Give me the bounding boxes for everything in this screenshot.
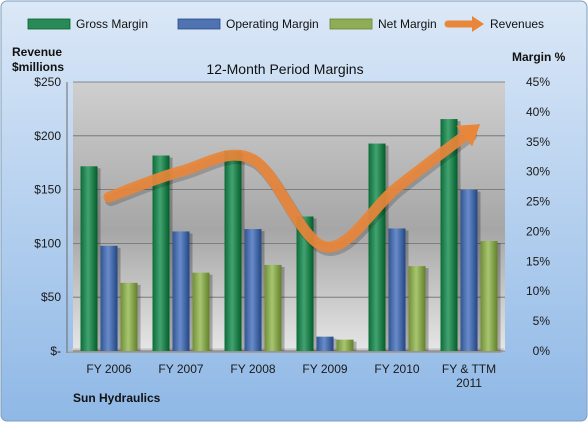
category-label: FY 2009 [302, 362, 347, 376]
left-axis-title-line2: $millions [12, 60, 64, 74]
legend-label: Net Margin [378, 17, 437, 31]
bar-operating-margin [172, 231, 190, 351]
right-axis-title: Margin % [512, 50, 566, 64]
right-tick-label: 25% [526, 195, 550, 209]
legend-label: Gross Margin [76, 17, 148, 31]
legend-label: Operating Margin [226, 17, 319, 31]
bar-net-margin [120, 282, 138, 351]
plot-area [73, 82, 505, 351]
legend-swatch [177, 18, 221, 30]
category-label: FY 2008 [230, 362, 275, 376]
revenue-point [181, 171, 182, 172]
left-axis-title: Revenue [12, 45, 62, 59]
legend-swatch [329, 18, 373, 30]
right-tick-label: 10% [526, 284, 550, 298]
revenue-point [397, 187, 398, 188]
right-tick-label: 5% [533, 314, 551, 328]
bar-operating-margin [388, 228, 406, 351]
revenue-point [325, 246, 326, 247]
bar-net-margin [264, 264, 282, 351]
bar-net-margin [336, 339, 354, 351]
left-tick-label: $- [50, 344, 61, 358]
right-tick-label: 40% [526, 105, 550, 119]
revenue-arrowhead [456, 124, 481, 147]
category-label: FY 2006 [86, 362, 131, 376]
left-tick-label: $50 [41, 290, 61, 304]
category-label: FY & TTM [442, 362, 496, 376]
bar-gross-margin [296, 216, 314, 351]
revenue-point [469, 132, 470, 133]
bar-operating-margin [244, 229, 262, 351]
chart-title: 12-Month Period Margins [206, 61, 363, 77]
company-name: Sun Hydraulics [73, 391, 161, 405]
revenue-point [253, 159, 254, 160]
category-label: FY 2007 [158, 362, 203, 376]
bar-gross-margin [368, 143, 386, 351]
left-tick-label: $200 [34, 129, 61, 143]
right-tick-label: 20% [526, 224, 550, 238]
bar-operating-margin [316, 336, 334, 351]
legend: Gross Margin Operating Margin Net Margin Re… [27, 16, 544, 32]
bar-operating-margin [460, 189, 478, 351]
bar-gross-margin [152, 155, 170, 351]
bar-gross-margin [224, 150, 242, 351]
bar-gross-margin [440, 119, 458, 351]
legend-swatch [27, 18, 71, 30]
legend-label: Revenues [490, 17, 544, 31]
right-tick-label: 30% [526, 165, 550, 179]
bar-net-margin [480, 241, 498, 351]
bar-gross-margin [80, 166, 98, 351]
category-label: 2011 [456, 376, 482, 390]
right-tick-label: 0% [533, 344, 551, 358]
revenue-line [103, 127, 475, 253]
bar-net-margin [192, 272, 210, 351]
right-tick-label: 35% [526, 135, 550, 149]
left-tick-label: $150 [34, 183, 61, 197]
left-tick-label: $100 [34, 236, 61, 250]
bar-net-margin [408, 266, 426, 351]
bar-operating-margin [100, 245, 118, 351]
revenue-point [109, 197, 110, 198]
left-tick-label: $250 [34, 75, 61, 89]
legend-arrow-icon [472, 16, 484, 32]
gridlines [73, 81, 505, 352]
right-tick-label: 15% [526, 254, 550, 268]
category-label: FY 2010 [374, 362, 419, 376]
right-tick-label: 45% [526, 75, 550, 89]
